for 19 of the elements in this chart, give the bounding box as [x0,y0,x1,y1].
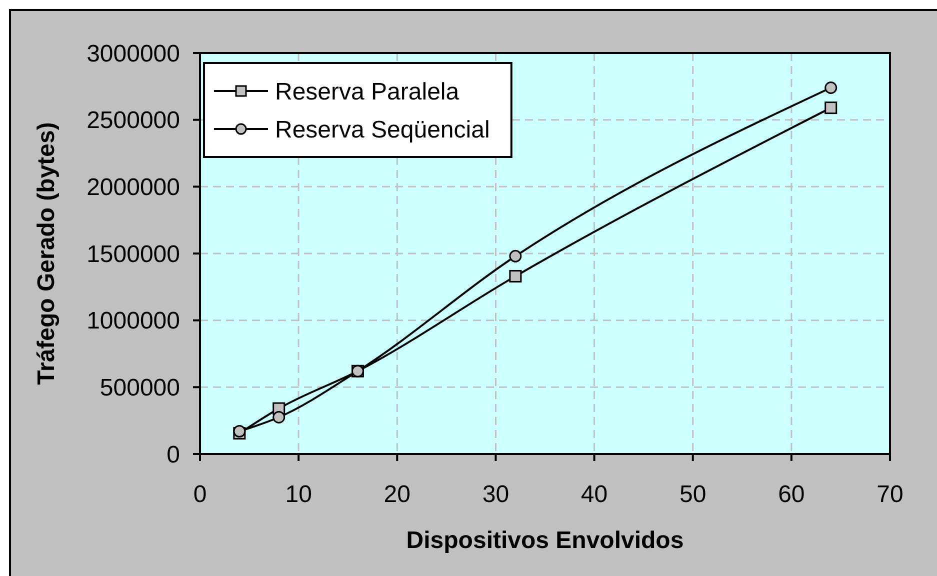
legend-label: Reserva Seqüencial [275,116,490,144]
x-tick-label: 10 [285,481,312,508]
x-tick-label: 20 [384,481,410,508]
y-axis-title: Tráfego Gerado (bytes) [33,122,60,385]
y-tick-label: 500000 [100,374,180,402]
y-tick-label: 1000000 [86,308,180,335]
x-axis-title: Dispositivos Envolvidos [406,527,684,554]
y-tick-label: 2000000 [86,174,180,202]
y-tick-label: 2500000 [86,107,180,134]
legend-label: Reserva Paralela [275,78,460,106]
y-tick-label: 1500000 [86,240,180,268]
x-tick-label: 0 [193,481,207,508]
x-tick-label: 60 [778,481,805,508]
x-tick-label: 50 [680,481,706,508]
x-tick-label: 40 [580,481,608,508]
x-tick-label: 70 [876,481,904,508]
y-tick-label: 0 [166,441,180,468]
y-tick-label: 3000000 [86,40,180,68]
x-tick-label: 30 [482,481,510,508]
